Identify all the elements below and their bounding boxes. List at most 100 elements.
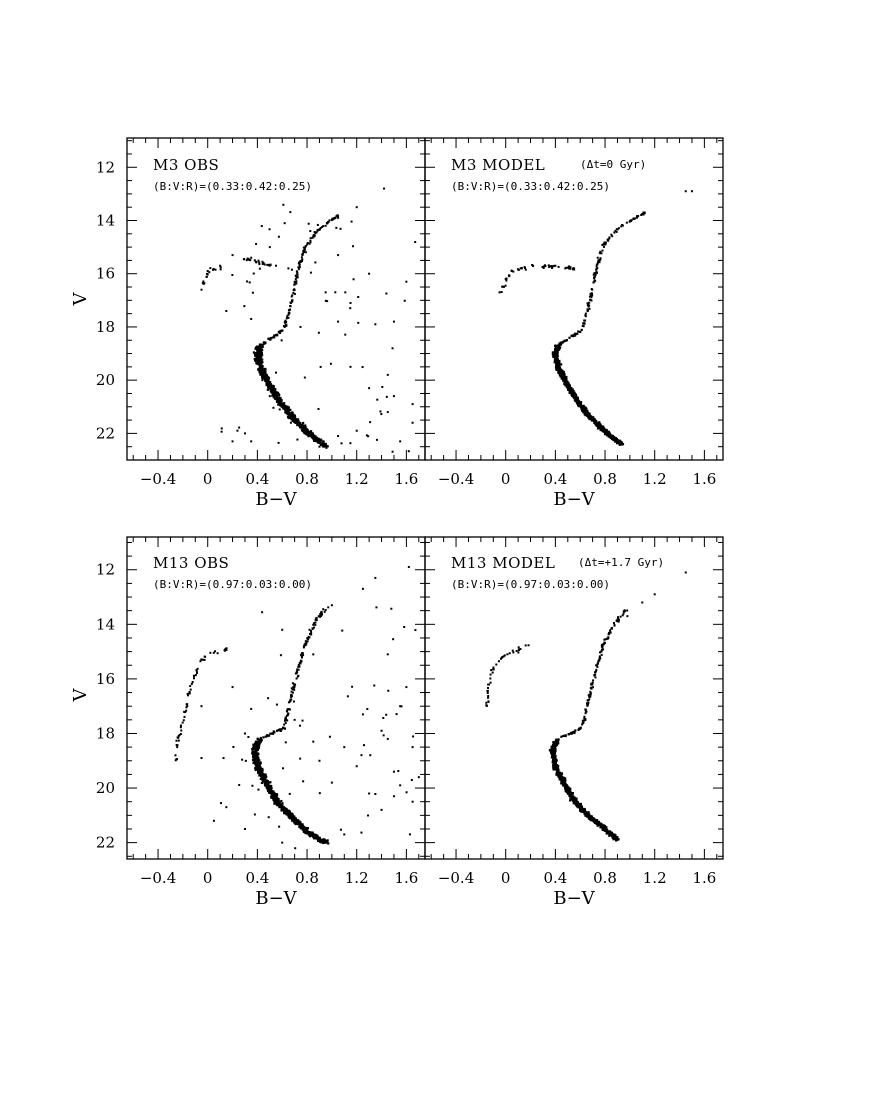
data-point [290,295,293,298]
data-point [610,833,614,836]
data-point [571,391,574,395]
data-point [250,440,253,443]
x-tick-label: 0.8 [295,470,319,488]
data-point [575,396,578,399]
data-point [553,745,556,748]
data-point [491,671,494,674]
data-point [243,827,246,830]
data-point [293,288,296,291]
data-point [308,834,311,837]
data-point [324,443,327,446]
data-point [642,211,645,214]
data-point [279,654,282,657]
x-tick-label: 0.8 [593,869,617,887]
data-point [306,242,309,245]
data-point [591,681,594,684]
data-point [294,421,297,424]
data-point [588,307,591,310]
x-tick-label: 1.2 [643,470,667,488]
data-point [269,789,272,792]
x-tick-label: −0.4 [438,869,474,887]
data-point [570,388,573,391]
y-tick-label: 16 [96,670,115,688]
data-point [273,800,276,803]
data-point [280,339,283,342]
data-point [586,414,589,418]
data-point [527,644,530,647]
data-point [273,802,276,805]
data-point [563,382,566,386]
data-point [349,307,352,310]
data-point [312,437,315,441]
data-point [302,252,305,255]
data-point [327,842,330,845]
data-point [186,703,189,706]
data-point [337,254,340,257]
data-point [246,280,249,283]
data-points [200,187,417,453]
data-point [595,419,598,423]
data-point [264,783,268,786]
data-point [563,780,566,784]
data-point [276,394,279,397]
data-point [570,393,573,396]
data-point [241,758,244,761]
data-point [200,757,203,760]
data-point [259,773,262,776]
data-point [301,826,304,830]
data-point [553,763,557,766]
data-point [280,399,283,402]
data-point [280,809,283,812]
data-point [290,814,293,818]
data-point [322,440,325,444]
data-point [523,266,526,269]
data-point [495,663,498,666]
data-point [626,609,629,612]
data-point [607,431,610,435]
data-point [598,822,601,825]
data-point [586,309,589,312]
data-point [199,660,202,663]
data-point [588,693,591,696]
data-point [267,789,271,793]
data-point [300,653,303,656]
data-point [400,705,403,708]
data-point [310,631,313,634]
x-tick-label: 1.6 [692,470,716,488]
data-point [309,432,312,435]
data-point [257,368,261,371]
data-point [255,345,259,348]
data-point [188,692,191,695]
data-point [271,790,274,793]
data-point [589,298,592,301]
data-point [614,837,617,841]
data-point [231,254,234,257]
data-point [515,650,518,653]
data-point [254,755,258,758]
data-point [643,211,646,214]
data-point [280,799,283,803]
data-point [383,187,386,190]
data-point [572,333,576,337]
data-point [577,402,580,405]
data-point [220,430,223,433]
data-point [269,732,272,735]
data-point [556,345,559,348]
data-point [554,353,557,356]
data-point [567,789,570,792]
data-point [284,718,287,721]
data-point [344,291,347,294]
data-point [323,444,326,447]
data-point [219,266,222,269]
data-point [550,756,554,759]
data-point [583,410,586,413]
data-point [254,761,257,764]
data-point [321,444,324,447]
data-point [620,442,624,445]
data-point [560,735,563,738]
data-point [175,744,178,747]
data-point [284,810,288,813]
data-point [250,256,253,259]
data-point [555,759,558,762]
data-point [608,236,611,239]
